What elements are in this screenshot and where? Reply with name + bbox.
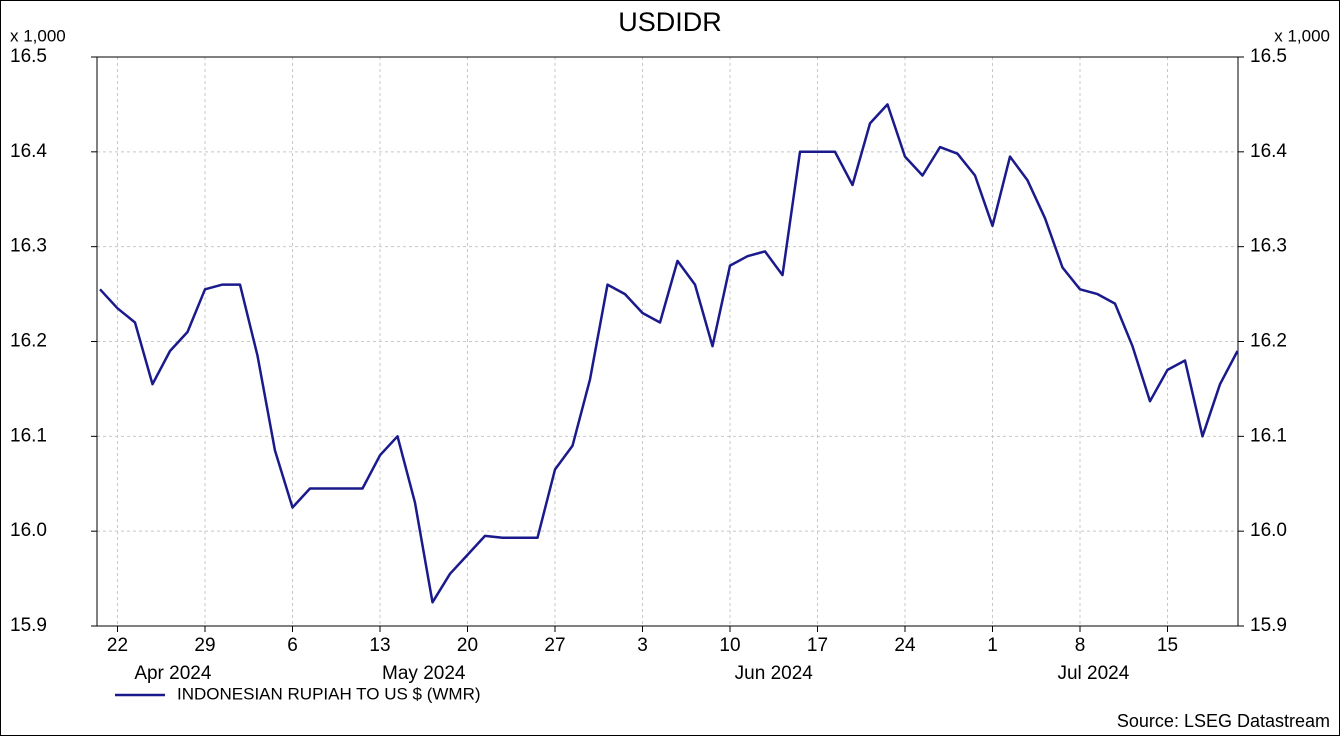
- y-unit-right: x 1,000: [1274, 26, 1330, 45]
- y2-tick-label: 16.3: [1250, 236, 1287, 257]
- chart-title: USDIDR: [618, 7, 722, 37]
- x-tick-label: 3: [637, 635, 648, 656]
- y-tick-label: 16.3: [10, 236, 47, 257]
- y-tick-label: 16.2: [10, 331, 47, 352]
- x-tick-label: 29: [194, 635, 215, 656]
- x-tick-label: 13: [369, 635, 390, 656]
- series-line: [99, 103, 1239, 604]
- month-label: May 2024: [382, 663, 466, 684]
- x-tick-label: 17: [807, 635, 828, 656]
- x-tick-label: 24: [894, 635, 916, 656]
- x-tick-label: 8: [1075, 635, 1086, 656]
- month-label: Jun 2024: [735, 663, 814, 684]
- y-tick-label: 16.1: [10, 425, 47, 446]
- plot-frame: [96, 56, 1239, 627]
- y2-tick-label: 16.2: [1250, 331, 1287, 352]
- x-tick-label: 20: [457, 635, 478, 656]
- month-label: Apr 2024: [134, 663, 212, 684]
- x-tick-label: 6: [287, 635, 298, 656]
- y2-tick-label: 16.4: [1250, 141, 1287, 162]
- legend-label: INDONESIAN RUPIAH TO US $ (WMR): [177, 684, 481, 703]
- source: Source: LSEG Datastream: [1117, 711, 1330, 731]
- x-tick-label: 1: [987, 635, 998, 656]
- y2-tick-label: 15.9: [1250, 615, 1287, 636]
- y-tick-label: 15.9: [10, 615, 47, 636]
- x-tick-label: 15: [1157, 635, 1178, 656]
- y2-tick-label: 16.1: [1250, 425, 1287, 446]
- y-tick-label: 16.4: [10, 141, 47, 162]
- y2-tick-label: 16.0: [1250, 520, 1287, 541]
- x-tick-label: 22: [107, 635, 128, 656]
- x-tick-label: 27: [544, 635, 565, 656]
- y2-tick-label: 16.5: [1250, 46, 1287, 67]
- y-tick-label: 16.5: [10, 46, 47, 67]
- y-tick-label: 16.0: [10, 520, 47, 541]
- x-tick-label: 10: [719, 635, 740, 656]
- month-label: Jul 2024: [1057, 663, 1129, 684]
- y-unit-left: x 1,000: [10, 26, 66, 45]
